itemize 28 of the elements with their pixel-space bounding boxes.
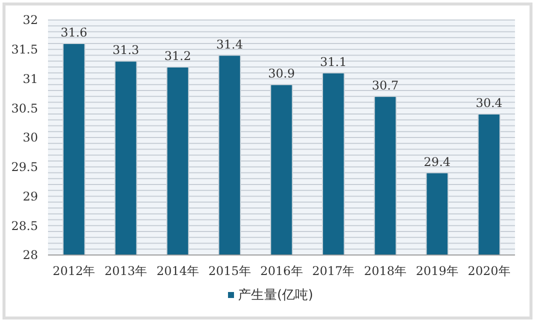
legend-label: 产生量(亿吨) [238, 288, 314, 303]
x-tick-label: 2014年 [156, 264, 199, 278]
y-tick-label: 30 [22, 130, 38, 145]
data-label: 31.2 [164, 49, 192, 63]
data-label: 31.3 [112, 43, 140, 58]
y-tick-label: 28 [22, 248, 38, 262]
y-tick-label: 32 [22, 13, 38, 28]
y-tick-label: 29.5 [11, 160, 38, 174]
y-tick-label: 31 [22, 72, 38, 86]
x-tick-label: 2012年 [52, 264, 96, 278]
data-label: 29.4 [424, 154, 451, 169]
data-label: 31.4 [216, 37, 244, 52]
x-tick-label: 2017年 [312, 264, 355, 278]
y-tick-label: 31.5 [11, 42, 38, 57]
x-tick-label: 2019年 [416, 264, 458, 278]
x-tick-label: 2015年 [208, 264, 251, 278]
x-tick-label: 2020年 [468, 264, 510, 278]
data-label: 30.4 [476, 96, 503, 110]
y-tick-label: 29 [22, 189, 38, 204]
data-label: 31.1 [320, 54, 347, 69]
x-tick-label: 2016年 [260, 264, 303, 278]
data-label: 31.6 [60, 26, 88, 40]
y-tick-label: 28.5 [11, 218, 38, 233]
data-label: 30.7 [372, 78, 399, 92]
x-tick-label: 2013年 [104, 264, 148, 278]
data-label: 30.9 [268, 66, 295, 81]
y-tick-label: 30.5 [11, 101, 38, 116]
x-tick-label: 2018年 [364, 264, 407, 278]
